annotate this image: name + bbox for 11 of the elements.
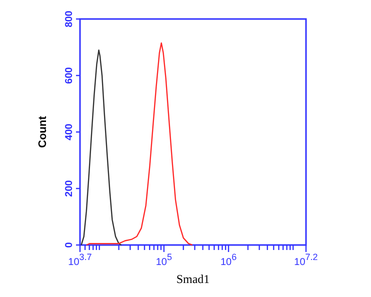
x-tick-label: 10$^{5}$ (156, 252, 172, 268)
y-axis-title: Count (37, 116, 49, 148)
x-tick-label: 10$^{6}$ (220, 252, 237, 268)
y-tick-label: 400 (64, 123, 75, 140)
x-tick-label: 10$^{3.7}$ (68, 252, 92, 268)
x-axis-title: Smad1 (176, 272, 210, 286)
y-tick-label: 200 (64, 180, 75, 197)
y-tick-label: 800 (64, 10, 75, 28)
x-tick-label: 10$^{7.2}$ (294, 252, 318, 268)
y-tick-label: 0 (64, 242, 75, 248)
y-tick-label: 600 (64, 66, 75, 84)
